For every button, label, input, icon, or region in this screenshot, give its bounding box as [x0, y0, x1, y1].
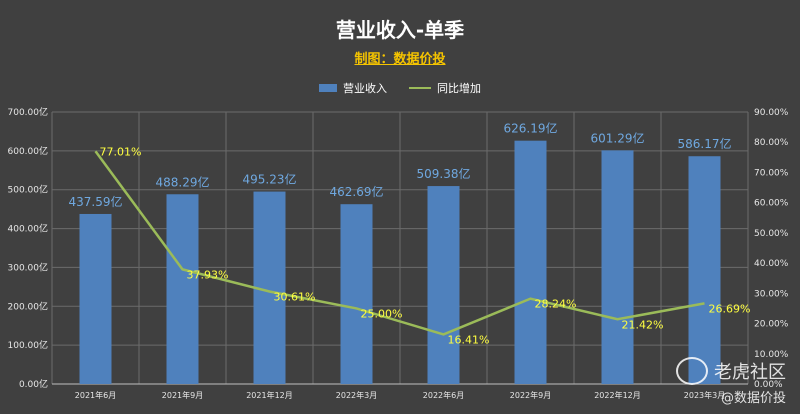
legend: 营业收入 同比增加: [0, 80, 800, 96]
bar: [340, 204, 373, 384]
line-value-label: 77.01%: [100, 145, 142, 158]
y-right-tick-label: 40.00%: [754, 259, 789, 269]
y-right-tick-label: 30.00%: [754, 289, 789, 299]
x-tick-label: 2022年3月: [336, 390, 377, 400]
legend-item-revenue: 营业收入: [319, 80, 387, 96]
bar-value-label: 488.29亿: [156, 174, 210, 189]
bar: [601, 150, 634, 384]
line-value-label: 16.41%: [448, 333, 490, 346]
y-right-tick-label: 50.00%: [754, 229, 789, 239]
y-left-tick-label: 600.00亿: [8, 145, 49, 157]
bar-value-label: 601.29亿: [591, 130, 645, 145]
chart-title: 营业收入-单季: [335, 18, 465, 42]
x-tick-label: 2021年6月: [75, 390, 116, 400]
x-tick-label: 2022年12月: [594, 390, 641, 400]
y-right-tick-label: 80.00%: [754, 138, 789, 148]
y-left-tick-label: 400.00亿: [8, 223, 49, 235]
line-value-label: 21.42%: [622, 318, 664, 331]
tiger-logo-icon: [676, 357, 708, 385]
watermark: 老虎社区 @数据价投: [676, 357, 786, 406]
y-right-tick-label: 70.00%: [754, 168, 789, 178]
y-right-tick-label: 60.00%: [754, 199, 789, 209]
y-left-tick-label: 700.00亿: [8, 106, 49, 118]
bar-value-label: 586.17亿: [678, 136, 732, 151]
x-tick-label: 2021年9月: [162, 390, 203, 400]
legend-swatch-bar: [319, 84, 337, 92]
bar-value-label: 437.59亿: [69, 194, 123, 209]
chart-subtitle: 制图：数据价投: [354, 52, 446, 67]
bar: [166, 194, 199, 384]
y-right-tick-label: 0.00%: [754, 380, 783, 390]
line-value-label: 30.61%: [274, 290, 316, 303]
watermark-author: @数据价投: [720, 391, 786, 406]
y-left-tick-label: 200.00亿: [8, 300, 49, 312]
line-value-label: 28.24%: [535, 298, 577, 311]
y-right-tick-label: 90.00%: [754, 108, 789, 118]
legend-label-revenue: 营业收入: [343, 82, 387, 95]
x-tick-label: 2023年3月: [684, 390, 725, 400]
y-left-tick-label: 500.00亿: [8, 184, 49, 196]
bar: [79, 213, 112, 384]
y-left-tick-label: 0.00亿: [19, 378, 48, 390]
yoy-line: [94, 150, 705, 336]
legend-swatch-line: [409, 87, 431, 89]
y-left-tick-label: 300.00亿: [8, 261, 49, 273]
y-right-tick-label: 10.00%: [754, 350, 789, 360]
x-tick-label: 2021年12月: [246, 390, 293, 400]
x-tick-label: 2022年9月: [510, 390, 551, 400]
bar-value-label: 462.69亿: [330, 184, 384, 199]
bar-value-label: 495.23亿: [243, 172, 297, 187]
bar-value-label: 509.38亿: [417, 166, 471, 181]
x-tick-label: 2022年6月: [423, 390, 464, 400]
bar: [688, 156, 721, 384]
line-value-label: 25.00%: [361, 307, 403, 320]
legend-item-yoy: 同比增加: [409, 80, 481, 96]
y-left-tick-label: 100.00亿: [8, 339, 49, 351]
bar: [514, 140, 547, 384]
watermark-logo: 老虎社区: [676, 357, 786, 385]
y-right-tick-label: 20.00%: [754, 320, 789, 330]
line-value-label: 26.69%: [709, 302, 751, 315]
bar: [427, 186, 460, 384]
line-value-label: 37.93%: [187, 268, 229, 281]
watermark-brand: 老虎社区: [714, 362, 786, 383]
bar-value-label: 626.19亿: [504, 121, 558, 136]
legend-label-yoy: 同比增加: [437, 82, 481, 95]
